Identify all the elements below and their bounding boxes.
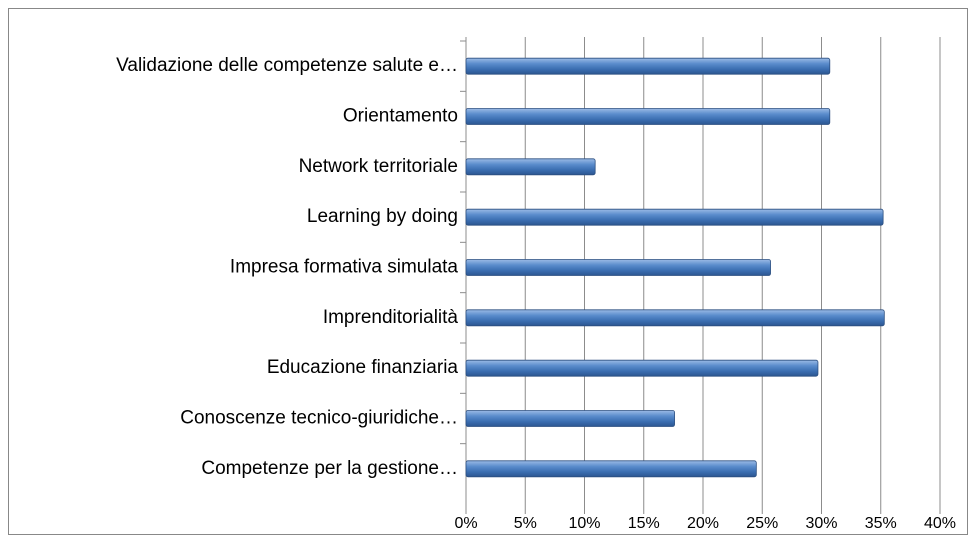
y-tick-label: Competenze per la gestione… [201,458,458,479]
x-tick-label: 35% [865,515,897,532]
y-tick-label: Network territoriale [299,156,458,177]
x-tick-label: 20% [687,515,719,532]
x-tick-label: 40% [924,515,956,532]
x-tick-label: 5% [514,515,537,532]
bar [465,259,771,276]
y-tick-label: Orientamento [343,106,458,127]
x-tick-label: 15% [628,515,660,532]
x-tick-label: 10% [568,515,600,532]
bar [465,57,831,75]
x-tick-label: 25% [746,515,778,532]
y-tick-label: Impresa formativa simulata [230,257,459,278]
x-tick-label: 0% [454,515,477,532]
y-tick-label: Educazione finanziaria [267,357,459,378]
y-tick-label: Validazione delle competenze salute e… [116,55,458,76]
y-tick-label: Conoscenze tecnico-giuridiche… [180,408,458,429]
bar [465,208,884,226]
bar [465,359,819,377]
bar [465,158,596,176]
bar [465,309,885,327]
y-tick-label: Learning by doing [307,206,458,227]
bar [465,108,831,125]
x-tick-label: 30% [805,515,837,532]
bar [465,460,757,478]
bar [465,410,675,427]
y-tick-label: Imprenditorialità [323,307,459,328]
